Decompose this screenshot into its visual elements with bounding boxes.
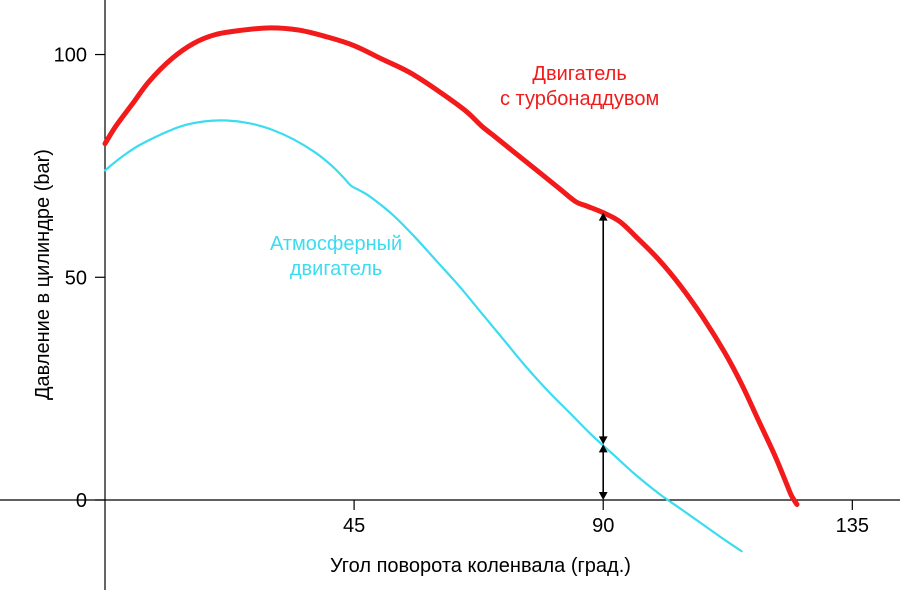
x-axis-title: Угол поворота коленвала (град.) bbox=[330, 555, 631, 578]
series-atmo bbox=[105, 120, 742, 551]
chart-svg: 0 50 100 45 90 135 bbox=[0, 0, 900, 590]
series-label-turbo: Двигатель с турбонаддувом bbox=[500, 62, 659, 112]
pressure-chart: 0501004590135 Давление в цилиндре (bar) … bbox=[0, 0, 900, 590]
y-tick-label: 0 bbox=[76, 490, 87, 512]
y-tick-label: 100 bbox=[54, 45, 87, 67]
y-tick-label: 50 bbox=[65, 267, 87, 289]
x-tick-label: 45 bbox=[343, 515, 365, 537]
arrow-head bbox=[599, 492, 608, 500]
y-axis-title: Давление в цилиндре (bar) bbox=[32, 149, 55, 400]
x-tick-label: 135 bbox=[836, 515, 869, 537]
series-label-atmo: Атмосферный двигатель bbox=[270, 232, 402, 282]
series-turbo bbox=[105, 28, 797, 505]
x-tick-label: 90 bbox=[592, 515, 614, 537]
